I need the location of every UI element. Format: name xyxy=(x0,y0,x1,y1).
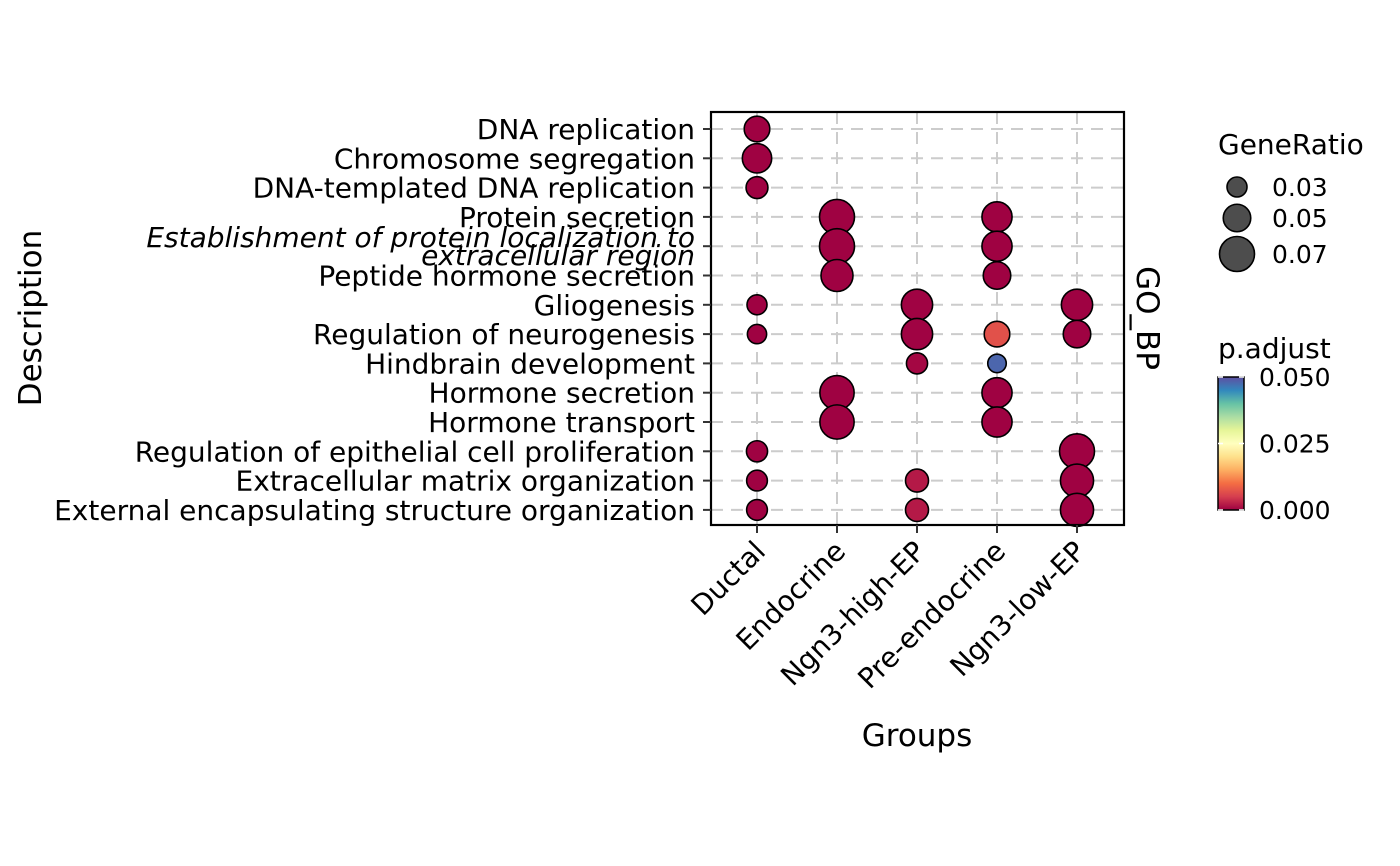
data-points xyxy=(741,115,1096,528)
point-ngn3-high-ep-gliogenesis xyxy=(900,288,934,322)
y-label-protein-secretion: Protein secretion xyxy=(459,201,695,234)
point-ngn3-low-ep-regulation-of-neurogenesis xyxy=(1062,319,1092,349)
point-pre-endocrine-peptide-hormone-secretion xyxy=(982,260,1012,291)
axis-ticks xyxy=(703,128,1078,533)
point-pre-endocrine-hormone-secretion xyxy=(981,376,1013,409)
y-label-hindbrain-development: Hindbrain development xyxy=(365,347,695,380)
point-ngn3-low-ep-extracellular-matrix-organization xyxy=(1059,463,1095,498)
x-axis-title: Groups xyxy=(862,718,973,754)
point-ngn3-high-ep-extracellular-matrix-organization xyxy=(904,468,930,493)
point-ngn3-high-ep-external-encapsulating-structure-organization xyxy=(904,497,930,523)
size-key-label-0-07: 0.07 xyxy=(1272,240,1328,269)
point-ductal-regulation-of-epithelial-cell-proliferation xyxy=(745,439,769,463)
point-endocrine-hormone-transport xyxy=(819,404,855,440)
y-label-chromosome-segregation: Chromosome segregation xyxy=(334,142,695,175)
y-label-extracellular-matrix-organization: Extracellular matrix organization xyxy=(236,465,695,498)
size-key-label-0-05: 0.05 xyxy=(1272,204,1328,233)
y-label-hormone-transport: Hormone transport xyxy=(428,406,695,439)
x-axis-labels: DuctalEndocrineNgn3-high-EPPre-endocrine… xyxy=(685,535,1092,696)
size-legend: GeneRatio 0.030.05 0.07 xyxy=(1218,128,1364,273)
point-pre-endocrine-protein-secretion xyxy=(981,201,1013,233)
color-legend-title: p.adjust xyxy=(1218,332,1331,365)
y-label-regulation-of-epithelial-cell-proliferation: Regulation of epithelial cell proliferat… xyxy=(135,435,695,468)
point-ngn3-high-ep-hindbrain-development xyxy=(905,352,929,375)
point-ductal-dna-replication xyxy=(743,115,771,143)
size-key-0-05 xyxy=(1222,203,1252,233)
point-pre-endocrine-hindbrain-development xyxy=(986,353,1008,374)
y-label-dna-replication: DNA replication xyxy=(477,113,695,146)
point-ngn3-low-ep-gliogenesis xyxy=(1060,288,1094,322)
point-ductal-extracellular-matrix-organization xyxy=(745,469,769,492)
size-key-label-0-03: 0.03 xyxy=(1272,173,1328,202)
y-label-establishment-of-protein-localization-to-extracellular-region: Establishment of protein localization to… xyxy=(146,221,695,272)
y-label-hormone-secretion: Hormone secretion xyxy=(429,377,695,410)
y-label-gliogenesis: Gliogenesis xyxy=(534,289,695,322)
point-ductal-external-encapsulating-structure-organization xyxy=(745,498,769,522)
point-ngn3-low-ep-external-encapsulating-structure-organization xyxy=(1059,492,1095,528)
point-ductal-gliogenesis xyxy=(746,293,768,316)
color-tick-label-0-025: 0.025 xyxy=(1259,430,1331,459)
size-key-0-03 xyxy=(1226,176,1248,198)
point-endocrine-establishment-of-protein-localization-to-extracellular-region xyxy=(818,227,856,265)
y-label-dna-templated-dna-replication: DNA-templated DNA replication xyxy=(253,172,695,205)
color-legend: p.adjust 0.050 0.025 0.000 xyxy=(1217,332,1331,525)
y-axis-title: Description xyxy=(13,230,49,407)
size-legend-title: GeneRatio xyxy=(1218,128,1364,161)
point-ductal-regulation-of-neurogenesis xyxy=(746,323,768,345)
y-label-external-encapsulating-structure-organization: External encapsulating structure organiz… xyxy=(54,494,695,527)
color-tick-label-0-000: 0.000 xyxy=(1259,496,1331,525)
point-ngn3-high-ep-regulation-of-neurogenesis xyxy=(900,317,934,351)
point-ductal-chromosome-segregation xyxy=(741,142,773,174)
point-endocrine-peptide-hormone-secretion xyxy=(820,258,854,293)
x-label-ngn3-high-ep: Ngn3-high-EP xyxy=(774,535,932,693)
y-label-regulation-of-neurogenesis: Regulation of neurogenesis xyxy=(313,318,695,351)
point-pre-endocrine-establishment-of-protein-localization-to-extracellular-region xyxy=(981,230,1013,263)
point-pre-endocrine-regulation-of-neurogenesis xyxy=(983,320,1011,348)
point-pre-endocrine-hormone-transport xyxy=(981,406,1013,438)
y-label-peptide-hormone-secretion: Peptide hormone secretion xyxy=(318,260,695,293)
color-tick-label-0-050: 0.050 xyxy=(1259,363,1331,392)
facet-strip-label: GO_BP xyxy=(1129,266,1165,370)
point-ductal-dna-templated-dna-replication xyxy=(745,175,769,200)
size-key-0-07 xyxy=(1218,235,1256,273)
